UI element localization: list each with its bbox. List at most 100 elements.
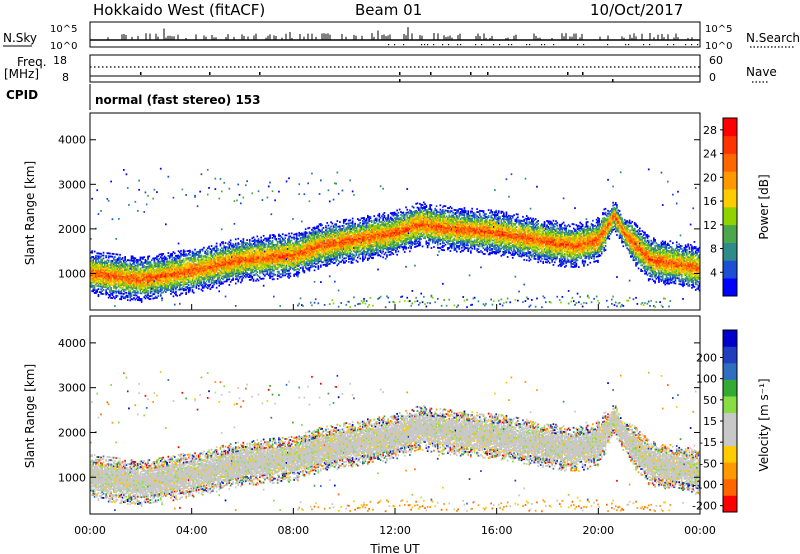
power-cell	[241, 268, 243, 271]
power-cell	[107, 199, 110, 202]
power-cell	[97, 272, 100, 275]
freq-panel: Freq. [MHz] 18 8 60 0 Nave	[4, 54, 777, 84]
power-cell	[226, 274, 228, 277]
power-cell	[302, 266, 304, 269]
power-cell	[201, 261, 204, 264]
power-cell	[116, 260, 119, 263]
power-cell	[147, 265, 149, 268]
power-cell	[185, 288, 187, 291]
power-cell	[105, 286, 107, 289]
power-cell	[177, 284, 180, 287]
power-cell	[246, 266, 248, 269]
power-cell	[179, 302, 181, 305]
power-cell	[148, 281, 151, 283]
power-cell	[177, 278, 180, 281]
power-cell	[182, 272, 185, 275]
power-cell	[224, 247, 227, 250]
power-cell	[196, 278, 199, 280]
power-cell	[269, 242, 271, 245]
power-cell	[283, 256, 285, 258]
power-cell	[119, 271, 121, 273]
power-cell	[208, 272, 210, 275]
power-cell	[279, 262, 282, 264]
power-cell	[131, 284, 134, 286]
power-cell	[162, 287, 165, 290]
power-cell	[93, 284, 96, 287]
power-cell	[156, 282, 158, 285]
power-cell	[284, 270, 287, 272]
power-cell	[301, 252, 303, 255]
power-cell	[156, 269, 158, 272]
power-cell	[212, 273, 214, 276]
power-cell	[196, 271, 199, 273]
power-cell	[204, 250, 207, 253]
power-cell	[172, 266, 175, 269]
power-cell	[175, 267, 177, 270]
power-cell	[297, 240, 299, 243]
power-cell	[217, 256, 219, 259]
power-cell	[209, 268, 212, 271]
power-cell	[283, 270, 285, 273]
power-cell	[279, 276, 282, 279]
power-cell	[124, 280, 126, 283]
power-cell	[133, 291, 135, 294]
power-cell	[93, 250, 96, 253]
power-cell	[270, 241, 273, 244]
power-cell	[129, 279, 132, 282]
power-cell	[257, 242, 260, 245]
power-cell	[179, 271, 181, 274]
power-cell	[349, 179, 351, 182]
power-cell	[154, 285, 157, 288]
power-cell	[203, 259, 205, 262]
power-cell	[147, 291, 149, 294]
power-cell	[194, 260, 196, 262]
power-cell	[100, 262, 102, 265]
power-cell	[307, 268, 309, 271]
power-cell	[195, 265, 198, 268]
power-cell	[259, 242, 261, 245]
power-cell	[182, 287, 185, 290]
power-cell	[238, 271, 241, 274]
power-cell	[292, 268, 294, 270]
power-cell	[121, 271, 124, 274]
power-cell	[137, 263, 139, 266]
power-cell	[269, 245, 271, 248]
power-cell	[177, 256, 180, 258]
power-cell	[112, 274, 115, 277]
power-cell	[137, 210, 139, 212]
power-cell	[234, 252, 237, 255]
power-cell	[130, 294, 133, 296]
power-cell	[175, 287, 177, 290]
power-cell	[287, 241, 289, 244]
power-cell	[144, 278, 147, 281]
power-cell	[101, 264, 104, 267]
power-cell	[304, 261, 307, 263]
power-cell	[119, 282, 121, 285]
power-cell	[222, 251, 224, 254]
power-cell	[288, 249, 290, 252]
power-cell	[280, 260, 283, 263]
power-cell	[145, 278, 148, 281]
power-cell	[116, 265, 119, 267]
power-cell	[226, 266, 228, 268]
power-cell	[134, 257, 137, 260]
power-cell	[111, 252, 114, 255]
power-cell	[229, 242, 232, 245]
power-cell	[170, 278, 172, 281]
power-cell	[208, 187, 210, 189]
power-cell	[179, 285, 181, 288]
power-cell	[223, 276, 226, 279]
power-cell	[228, 255, 231, 258]
power-cell	[295, 242, 298, 245]
power-cell	[213, 271, 215, 274]
power-cell	[287, 257, 289, 259]
power-cell	[238, 256, 241, 258]
power-cell	[148, 276, 151, 279]
power-cell	[269, 255, 271, 258]
power-cell	[301, 266, 303, 269]
power-cell	[90, 282, 92, 285]
power-cell	[192, 256, 195, 258]
power-cell	[201, 258, 204, 261]
power-cell	[213, 280, 215, 283]
power-cell	[209, 256, 212, 259]
